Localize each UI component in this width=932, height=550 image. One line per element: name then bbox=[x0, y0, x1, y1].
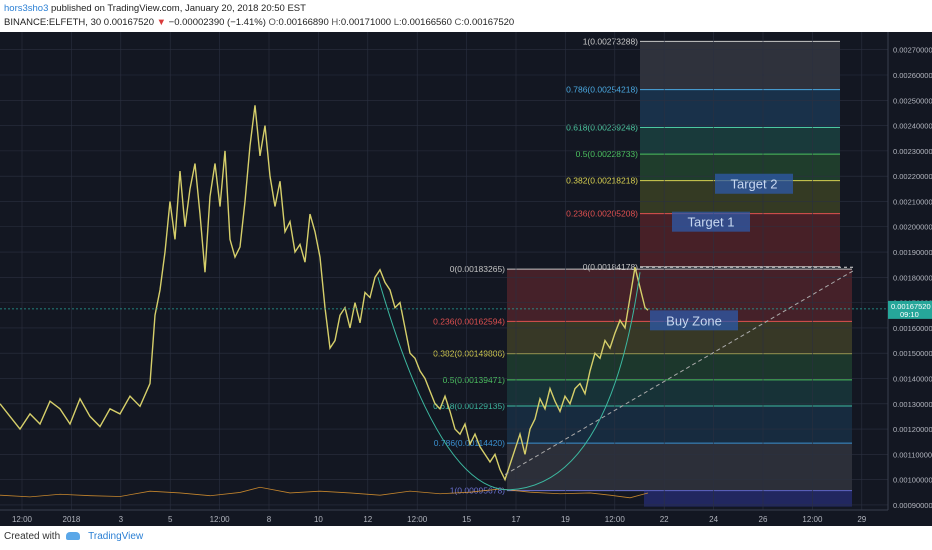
x-tick-label: 26 bbox=[759, 515, 768, 524]
fib-right-zone bbox=[640, 127, 840, 155]
open-key: O: bbox=[268, 17, 279, 28]
current-price-value: 0.00167520 bbox=[891, 302, 931, 311]
author-link[interactable]: hors3sho3 bbox=[4, 3, 49, 14]
down-arrow-icon: ▼ bbox=[156, 17, 167, 28]
fib-right-level-label: 0.236(0.00205208) bbox=[566, 209, 638, 219]
x-tick-label: 12 bbox=[363, 515, 372, 524]
x-tick-label: 12:00 bbox=[210, 515, 231, 524]
last-price: 0.00167520 bbox=[103, 17, 154, 28]
x-tick-label: 8 bbox=[267, 515, 272, 524]
fib-arc bbox=[377, 272, 641, 491]
y-tick-label: 0.00220000 bbox=[893, 172, 932, 181]
y-tick-label: 0.00240000 bbox=[893, 122, 932, 131]
fib-left-level-label: 0.5(0.00139471) bbox=[443, 375, 506, 385]
fib-right-level-label: 0.786(0.00254218) bbox=[566, 85, 638, 95]
x-tick-label: 17 bbox=[512, 515, 521, 524]
annotation-label: Buy Zone bbox=[666, 313, 722, 328]
y-tick-label: 0.00190000 bbox=[893, 248, 932, 257]
publish-text: published on TradingView.com, January 20… bbox=[51, 3, 306, 14]
close-value: 0.00167520 bbox=[464, 17, 515, 28]
publish-line: hors3sho3 published on TradingView.com, … bbox=[4, 3, 306, 14]
x-tick-label: 12:00 bbox=[802, 515, 823, 524]
fib-left-level-label: 0.236(0.00162594) bbox=[433, 316, 505, 326]
close-key: C: bbox=[454, 17, 465, 28]
y-tick-label: 0.00100000 bbox=[893, 476, 932, 485]
y-tick-label: 0.00260000 bbox=[893, 71, 932, 80]
open-value: 0.00166890 bbox=[278, 17, 329, 28]
annotation-label: Target 2 bbox=[731, 177, 778, 192]
y-tick-label: 0.00230000 bbox=[893, 147, 932, 156]
x-tick-label: 24 bbox=[709, 515, 718, 524]
fib-left-level-label: 1(0.00095678) bbox=[450, 486, 505, 496]
fib-right-zone bbox=[640, 41, 840, 90]
fib-right-level-label: 0.618(0.00239248) bbox=[566, 122, 638, 132]
high-key: H: bbox=[331, 17, 341, 28]
fib-right-zone bbox=[640, 89, 840, 128]
fib-left-zone bbox=[507, 353, 852, 380]
price-chart[interactable]: 0(0.00183265) 0.236(0.00162594) 0.382(0.00… bbox=[0, 32, 932, 526]
y-tick-label: 0.00160000 bbox=[893, 324, 932, 333]
x-tick-label: 15 bbox=[462, 515, 471, 524]
y-tick-label: 0.00180000 bbox=[893, 273, 932, 282]
fib-right-level-label: 0(0.00184178) bbox=[583, 262, 638, 272]
y-tick-label: 0.00140000 bbox=[893, 374, 932, 383]
fib-left-level-label: 0(0.00183265) bbox=[450, 264, 505, 274]
volume-line bbox=[0, 486, 649, 499]
fib-right-level-label: 0.5(0.00228733) bbox=[576, 149, 639, 159]
price-change: −0.00002390 (−1.41%) bbox=[168, 17, 266, 28]
x-tick-label: 19 bbox=[561, 515, 570, 524]
fib-left-zone bbox=[507, 405, 852, 444]
annotation-box bbox=[650, 310, 738, 331]
annotation-label: Target 1 bbox=[688, 215, 735, 230]
bar-countdown: 09:10 bbox=[900, 310, 919, 319]
y-tick-label: 0.00200000 bbox=[893, 223, 932, 232]
annotation-box bbox=[672, 211, 750, 232]
y-tick-label: 0.00150000 bbox=[893, 349, 932, 358]
price-series-line bbox=[0, 105, 649, 482]
y-tick-label: 0.00110000 bbox=[893, 450, 932, 459]
annotation-box bbox=[715, 173, 793, 194]
footer: Created with TradingView bbox=[4, 531, 143, 542]
price-axis-background bbox=[888, 32, 932, 526]
x-tick-label: 12:00 bbox=[605, 515, 626, 524]
x-tick-label: 2018 bbox=[63, 515, 81, 524]
fib-left-level-label: 0.618(0.00129135) bbox=[433, 401, 505, 411]
x-tick-label: 22 bbox=[660, 515, 669, 524]
low-key: L: bbox=[393, 17, 402, 28]
y-tick-label: 0.00210000 bbox=[893, 197, 932, 206]
created-with-text: Created with bbox=[4, 531, 61, 542]
fib-left-zone bbox=[507, 379, 852, 406]
symbol-line: BINANCE:ELFETH, 30 0.00167520 ▼ −0.00002… bbox=[4, 17, 514, 28]
y-tick-label: 0.00130000 bbox=[893, 400, 932, 409]
tradingview-link[interactable]: TradingView bbox=[88, 531, 144, 542]
y-tick-label: 0.00090000 bbox=[893, 501, 932, 510]
x-tick-label: 10 bbox=[314, 515, 323, 524]
symbol-label: BINANCE:ELFETH, 30 bbox=[4, 17, 102, 28]
x-tick-label: 29 bbox=[857, 515, 866, 524]
fib-left-level-label: 0.382(0.00149806) bbox=[433, 349, 505, 359]
y-tick-label: 0.00270000 bbox=[893, 46, 932, 55]
y-tick-label: 0.00120000 bbox=[893, 425, 932, 434]
x-tick-label: 3 bbox=[119, 515, 124, 524]
fib-left-extension-zone bbox=[644, 490, 852, 507]
x-tick-label: 5 bbox=[168, 515, 173, 524]
high-value: 0.00171000 bbox=[340, 17, 392, 28]
x-tick-label: 12:00 bbox=[12, 515, 33, 524]
fib-right-level-label: 0.382(0.00218218) bbox=[566, 176, 638, 186]
fib-right-level-label: 1(0.00273288) bbox=[583, 36, 638, 46]
y-tick-label: 0.00250000 bbox=[893, 96, 932, 105]
tradingview-logo-icon bbox=[66, 532, 81, 541]
x-tick-label: 12:00 bbox=[407, 515, 428, 524]
low-value: 0.00166560 bbox=[401, 17, 452, 28]
fib-left-zone bbox=[507, 443, 852, 491]
trend-line bbox=[504, 269, 856, 476]
current-price-tag bbox=[888, 300, 932, 319]
